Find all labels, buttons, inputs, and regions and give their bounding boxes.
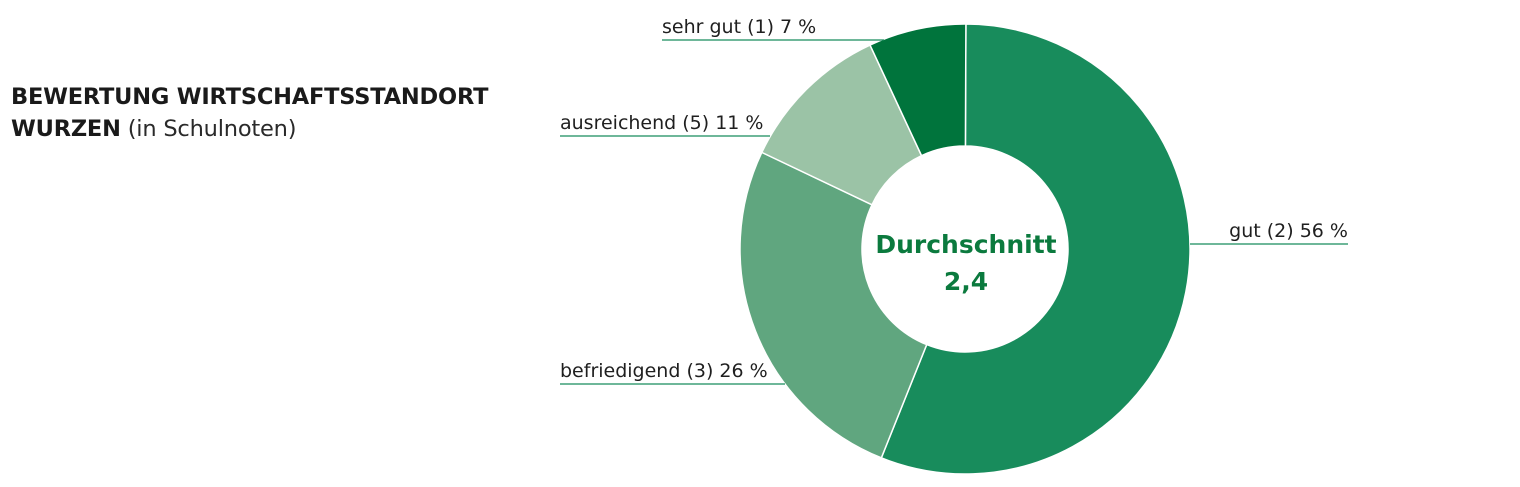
slice-label-gut: gut (2) 56 % [1229, 220, 1348, 242]
slice-gut [880, 23, 1191, 475]
chart-title-subtitle: (in Schulnoten) [127, 116, 297, 142]
slice-sehr-gut [869, 23, 967, 157]
slice-labels: gut (2) 56 % befriedigend (3) 26 % ausreic… [560, 16, 1348, 382]
chart-title: BEWERTUNG WIRTSCHAFTSSTANDORT WURZEN (in… [11, 81, 488, 145]
slice-label-sehr-gut: sehr gut (1) 7 % [662, 16, 816, 38]
slice-befriedigend [739, 151, 928, 459]
chart-title-line2: WURZEN [11, 116, 121, 142]
center-value: 2,4 [944, 267, 988, 296]
slice-label-befriedigend: befriedigend (3) 26 % [560, 360, 768, 382]
leader-lines [560, 39, 1348, 385]
chart-title-line1: BEWERTUNG WIRTSCHAFTSSTANDORT [11, 84, 489, 110]
center-label: Durchschnitt [875, 230, 1056, 259]
donut-slices [739, 23, 1191, 475]
slice-label-ausreichend: ausreichend (5) 11 % [560, 112, 764, 134]
